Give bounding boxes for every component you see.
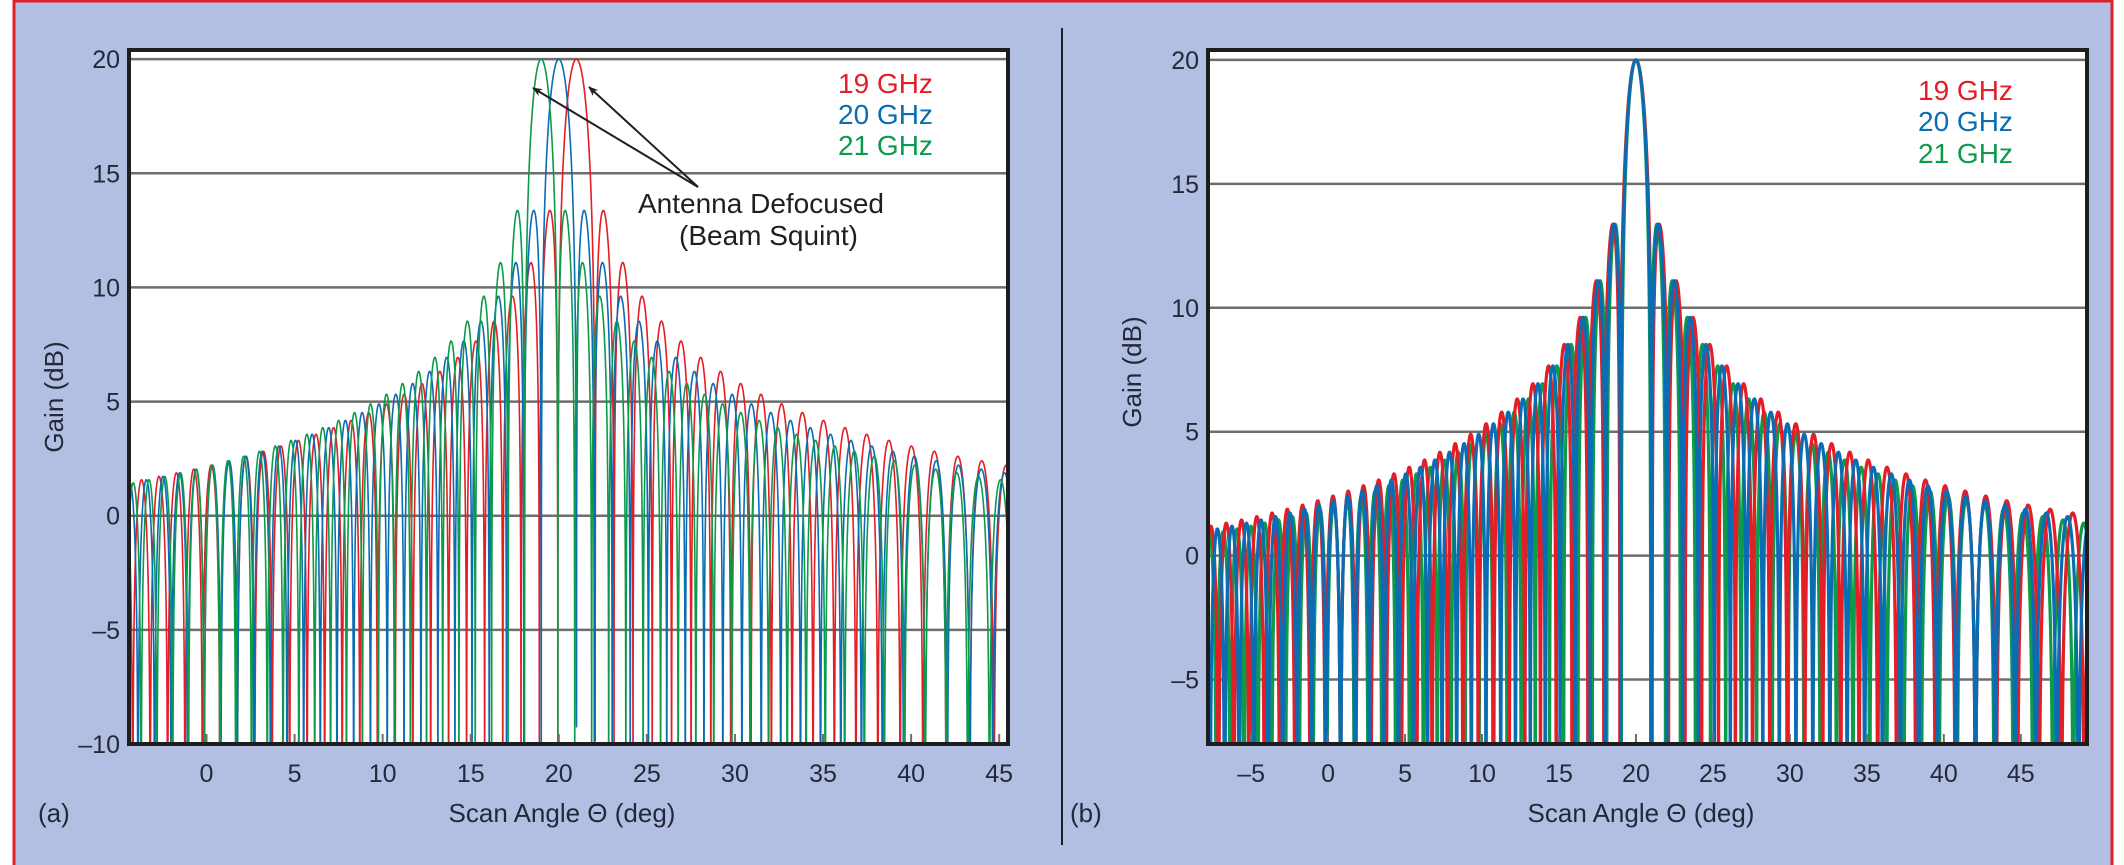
y-tick-label: 0 bbox=[106, 503, 120, 531]
legend-entry: 19 GHz bbox=[838, 68, 933, 99]
x-tick-label: 45 bbox=[2007, 760, 2035, 788]
y-tick-label: 15 bbox=[92, 160, 120, 188]
annotation-text: (Beam Squint) bbox=[679, 220, 858, 251]
panel-label: (b) bbox=[1070, 798, 1102, 828]
y-tick-label: –5 bbox=[92, 617, 120, 645]
y-tick-label: 10 bbox=[1171, 295, 1199, 323]
legend-entry: 20 GHz bbox=[838, 99, 933, 130]
y-tick-label: –10 bbox=[78, 731, 120, 759]
y-tick-label: 20 bbox=[92, 46, 120, 74]
x-tick-label: 10 bbox=[369, 760, 397, 788]
y-tick-label: 15 bbox=[1171, 171, 1199, 199]
legend-entry: 19 GHz bbox=[1918, 75, 2013, 106]
y-axis-label: Gain (dB) bbox=[1117, 316, 1147, 427]
panel-label: (a) bbox=[38, 798, 70, 828]
x-tick-label: 30 bbox=[1776, 760, 1804, 788]
x-tick-label: 15 bbox=[1545, 760, 1573, 788]
annotation-text: Antenna Defocused bbox=[638, 188, 884, 219]
panel-b: –5 0 5 10 15 20 –5 0 5 10 15 20 25 30 35 40 45 Scan Angle… bbox=[1070, 47, 2089, 828]
annotation-beam-squint: Antenna Defocused(Beam Squint) bbox=[532, 86, 884, 251]
series-line-21-ghz bbox=[129, 58, 1008, 744]
y-tick-label: 5 bbox=[106, 389, 120, 417]
annotation-arrow bbox=[588, 86, 699, 188]
y-tick-label: 5 bbox=[1185, 419, 1199, 447]
x-tick-label: 5 bbox=[1398, 760, 1412, 788]
y-tick-label: 20 bbox=[1171, 47, 1199, 75]
x-tick-label: 45 bbox=[985, 760, 1013, 788]
series-line-19-ghz bbox=[129, 58, 1008, 744]
plot-frame bbox=[127, 48, 1010, 746]
x-tick-label: 20 bbox=[1622, 760, 1650, 788]
y-tick-label: –5 bbox=[1171, 667, 1199, 695]
legend-entry: 20 GHz bbox=[1918, 106, 2013, 137]
y-axis-label: Gain (dB) bbox=[39, 341, 69, 452]
x-tick-label: 35 bbox=[1853, 760, 1881, 788]
series-line-20-ghz bbox=[129, 58, 1008, 744]
series-line-20-ghz bbox=[1208, 58, 2087, 744]
x-axis-label: Scan Angle Θ (deg) bbox=[449, 798, 676, 828]
x-tick-label: 30 bbox=[721, 760, 749, 788]
x-tick-label: 5 bbox=[288, 760, 302, 788]
x-tick-label: 10 bbox=[1468, 760, 1496, 788]
panel-a: –10 –5 0 5 10 15 20 0 5 10 15 20 25 30 35 40 45 Scan Angl… bbox=[38, 46, 1013, 828]
y-tick-label: 10 bbox=[92, 274, 120, 302]
x-tick-label: 40 bbox=[897, 760, 925, 788]
x-tick-label: 40 bbox=[1930, 760, 1958, 788]
x-tick-label: 25 bbox=[633, 760, 661, 788]
plot-frame bbox=[1206, 48, 2089, 746]
legend-entry: 21 GHz bbox=[1918, 138, 2013, 169]
x-axis-label: Scan Angle Θ (deg) bbox=[1528, 798, 1755, 828]
x-tick-label: 0 bbox=[1321, 760, 1335, 788]
x-tick-label: –5 bbox=[1237, 760, 1265, 788]
legend-entry: 21 GHz bbox=[838, 130, 933, 161]
x-tick-label: 15 bbox=[457, 760, 485, 788]
annotation-arrow bbox=[532, 87, 699, 188]
x-tick-label: 25 bbox=[1699, 760, 1727, 788]
x-tick-label: 0 bbox=[200, 760, 214, 788]
plot-area bbox=[129, 50, 1008, 744]
y-tick-label: 0 bbox=[1185, 543, 1199, 571]
x-tick-label: 35 bbox=[809, 760, 837, 788]
x-tick-label: 20 bbox=[545, 760, 573, 788]
